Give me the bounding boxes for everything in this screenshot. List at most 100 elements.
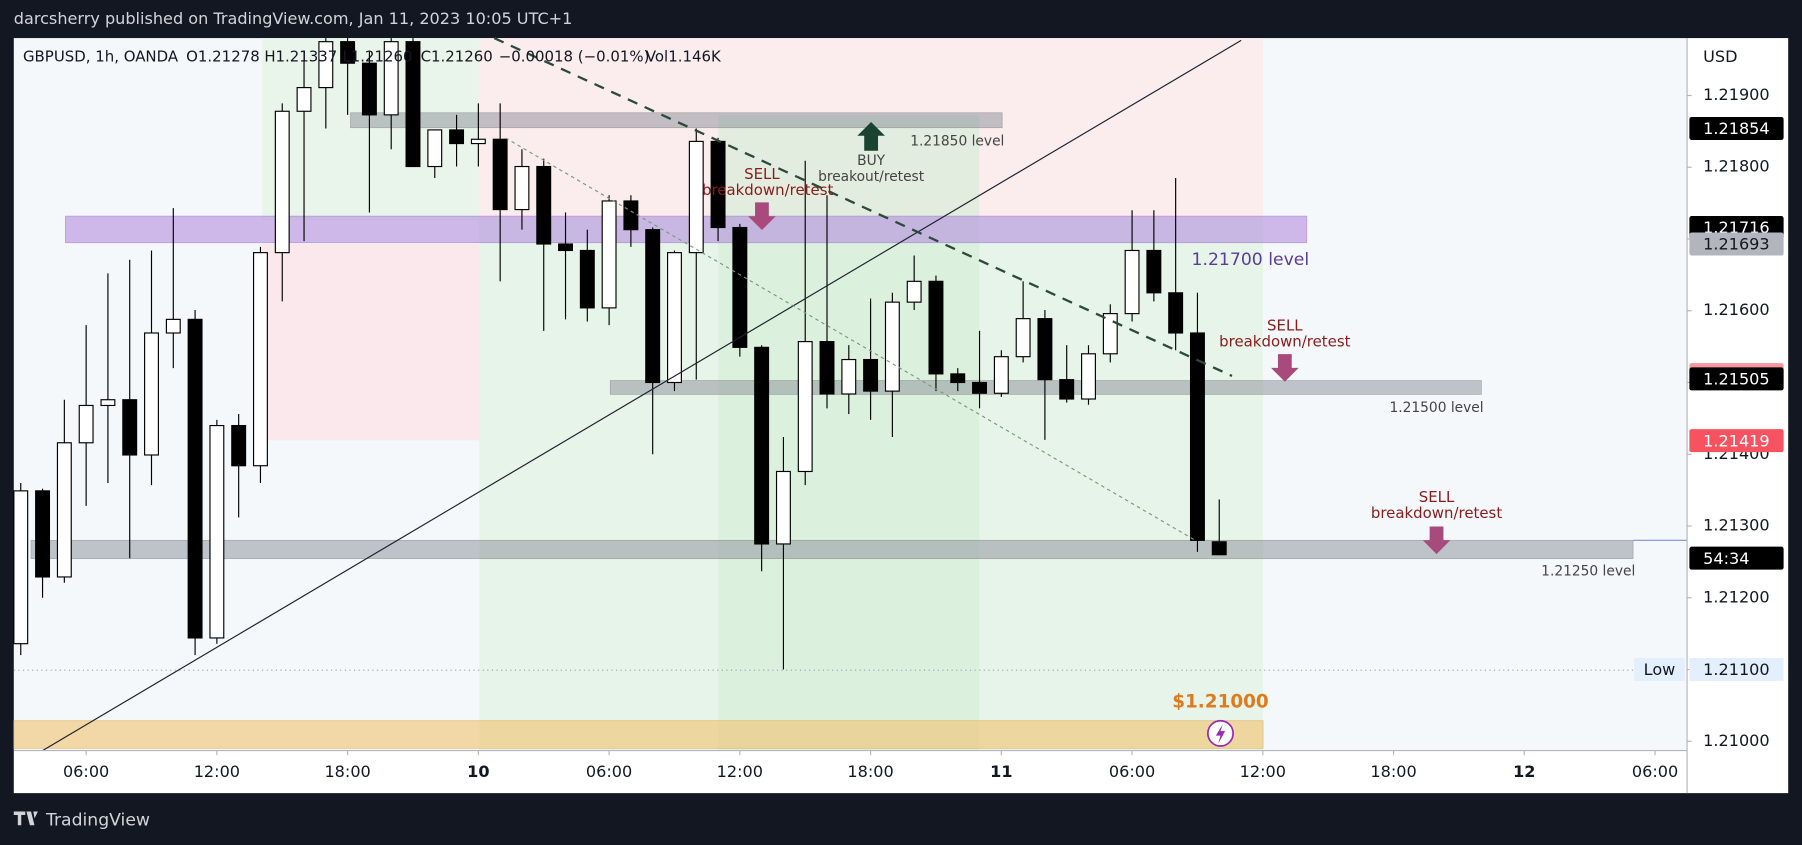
sell-arrow	[1422, 526, 1451, 555]
candle-body	[1102, 313, 1118, 355]
price-marker	[1689, 429, 1784, 453]
candle-body	[1211, 541, 1227, 556]
price-marker	[1689, 367, 1784, 391]
y-tick-label: 1.21900	[1703, 85, 1770, 104]
price-marker-label: 1.21505	[1703, 370, 1770, 389]
x-tick-label: 06:00	[1632, 762, 1678, 781]
buy-title: BUY	[857, 153, 886, 169]
level-label: 1.21250 level	[1541, 563, 1635, 579]
countdown-box	[1689, 546, 1784, 570]
candle-body	[688, 140, 704, 254]
y-tick-label: 1.21200	[1703, 587, 1770, 606]
x-tick-label: 12	[1513, 762, 1535, 781]
level-box	[30, 539, 1634, 560]
candle-body	[906, 280, 922, 303]
price-marker	[1689, 116, 1784, 140]
level-label: 1.21700 level	[1192, 250, 1310, 270]
level-box	[65, 215, 1308, 244]
alert-icon	[1215, 724, 1226, 744]
x-tick-label: 18:00	[324, 762, 370, 781]
candle-body	[13, 490, 29, 645]
candle-body	[231, 424, 247, 467]
x-tick-label: 10	[467, 762, 489, 781]
candle-body	[993, 356, 1009, 394]
candle-body	[427, 129, 443, 168]
x-tick-label: 11	[990, 762, 1012, 781]
candles	[13, 38, 1227, 670]
publish-info: darcsherry published on TradingView.com,…	[14, 9, 573, 28]
candle-body	[187, 318, 203, 639]
low-marker-value: 1.21100	[1703, 660, 1770, 679]
candle-body	[667, 252, 682, 384]
time-axis	[13, 750, 1688, 794]
legend-low: L1.21260	[342, 48, 412, 66]
candle-body	[165, 318, 181, 334]
candle-body	[296, 87, 312, 112]
candle-body	[1124, 249, 1140, 315]
candle-body	[950, 373, 966, 384]
y-tick-label: 1.21300	[1703, 516, 1770, 535]
buy-text: breakout/retest	[818, 169, 925, 185]
price-marker-label: 1.21854	[1703, 119, 1770, 138]
candle-body	[775, 470, 791, 545]
candle-body	[1037, 318, 1053, 381]
currency: USD	[1703, 47, 1737, 66]
candle-body	[383, 41, 399, 116]
y-tick-label: 1.21000	[1703, 731, 1770, 750]
buy-arrow	[857, 121, 885, 151]
candle-body	[1189, 332, 1205, 541]
sell-arrow	[748, 202, 776, 231]
legend: GBPUSD, 1h, OANDA O1.21278 H1.21337 L1.2…	[23, 48, 722, 66]
candle-body	[863, 358, 879, 392]
candle-body	[122, 399, 138, 456]
price-marker-label: 1.21716	[1703, 218, 1770, 237]
candle-body	[1015, 318, 1031, 358]
trend-line	[493, 37, 1233, 378]
candle-body	[1059, 379, 1075, 400]
sell-text: breakdown/retest	[1371, 504, 1502, 522]
candle-body	[623, 200, 639, 231]
level-label: 1.21850 level	[910, 134, 1004, 150]
candle-body	[361, 62, 377, 116]
target-box	[13, 720, 1264, 749]
x-tick-label: 12:00	[194, 762, 240, 781]
sell-text: breakdown/retest	[1219, 333, 1350, 351]
sell-title: SELL	[1267, 317, 1303, 335]
candle-body	[405, 41, 421, 168]
x-tick-label: 06:00	[586, 762, 632, 781]
price-marker-label: 1.21693	[1703, 235, 1770, 254]
candle-body	[274, 110, 290, 254]
candle-body	[928, 280, 944, 375]
candle-body	[209, 424, 225, 639]
level-box	[350, 112, 1003, 129]
candle-body	[972, 381, 988, 394]
sell-text: breakdown/retest	[702, 181, 833, 199]
candle-body	[514, 165, 530, 211]
legend-high: H1.21337	[264, 48, 337, 66]
candle-body	[579, 249, 595, 309]
candle-body	[841, 358, 857, 395]
y-tick-label: 1.21800	[1703, 157, 1770, 176]
candle-body	[340, 41, 356, 64]
candle-body	[144, 332, 159, 456]
x-tick-label: 18:00	[1370, 762, 1416, 781]
legend-change: −0.00018 (−0.01%)	[499, 48, 650, 66]
candle-body	[754, 346, 770, 545]
axis-labels: 1.219001.218001.217001.216001.215001.214…	[63, 85, 1784, 781]
candle-body	[56, 442, 72, 578]
logo	[13, 811, 38, 826]
short-zone	[262, 243, 480, 441]
legend-volume: Vol1.146K	[646, 48, 722, 66]
x-tick-label: 06:00	[1109, 762, 1155, 781]
candle-body	[797, 341, 813, 473]
x-tick-label: 06:00	[63, 762, 109, 781]
candle-body	[536, 165, 552, 245]
candle-body	[819, 341, 835, 395]
candle-body	[470, 138, 486, 145]
price-marker	[1689, 232, 1784, 256]
candle-body	[601, 200, 617, 309]
legend-close: C1.21260	[421, 48, 493, 66]
legend-symbol: GBPUSD, 1h, OANDA	[23, 48, 179, 66]
footer-brand: TradingView	[45, 811, 150, 831]
